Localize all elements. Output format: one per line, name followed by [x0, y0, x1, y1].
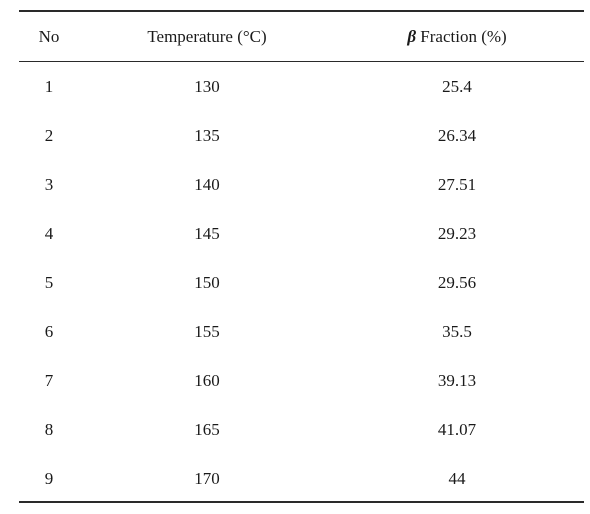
cell-beta-fraction: 41.07: [437, 420, 477, 439]
header-rule: [19, 61, 584, 62]
cell-temperature: 165: [194, 420, 220, 439]
cell-no: 2: [44, 126, 54, 145]
cell-temperature: 130: [194, 77, 220, 96]
cell-no: 7: [44, 371, 54, 390]
cell-temperature: 135: [194, 126, 220, 145]
data-table: No Temperature (°C) β Fraction (%) 1 130 2…: [19, 10, 584, 504]
cell-beta-fraction: 27.51: [437, 175, 477, 194]
cell-temperature: 170: [194, 469, 220, 488]
beta-symbol: β: [407, 27, 417, 46]
cell-no: 3: [44, 175, 54, 194]
cell-beta-fraction: 44: [448, 469, 466, 488]
cell-no: 8: [44, 420, 54, 439]
cell-beta-fraction: 25.4: [442, 77, 472, 96]
cell-no: 1: [44, 77, 54, 96]
cell-no: 4: [44, 224, 54, 243]
cell-temperature: 150: [194, 273, 220, 292]
top-rule: [19, 10, 584, 12]
cell-beta-fraction: 26.34: [437, 126, 477, 145]
cell-no: 6: [44, 322, 54, 341]
cell-temperature: 160: [194, 371, 220, 390]
cell-beta-fraction: 39.13: [437, 371, 477, 390]
cell-temperature: 145: [194, 224, 220, 243]
bottom-rule: [19, 501, 584, 503]
cell-beta-fraction: 29.56: [437, 273, 477, 292]
header-temperature: Temperature (°C): [147, 27, 267, 46]
cell-no: 9: [44, 469, 54, 488]
cell-temperature: 155: [194, 322, 220, 341]
cell-beta-fraction: 29.23: [437, 224, 477, 243]
header-beta-fraction: β Fraction (%): [407, 27, 506, 47]
cell-no: 5: [44, 273, 54, 292]
header-no: No: [38, 27, 60, 46]
cell-temperature: 140: [194, 175, 220, 194]
cell-beta-fraction: 35.5: [442, 322, 472, 341]
beta-label: Fraction (%): [416, 27, 507, 46]
